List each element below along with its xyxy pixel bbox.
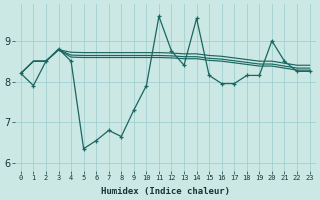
X-axis label: Humidex (Indice chaleur): Humidex (Indice chaleur) — [101, 187, 230, 196]
